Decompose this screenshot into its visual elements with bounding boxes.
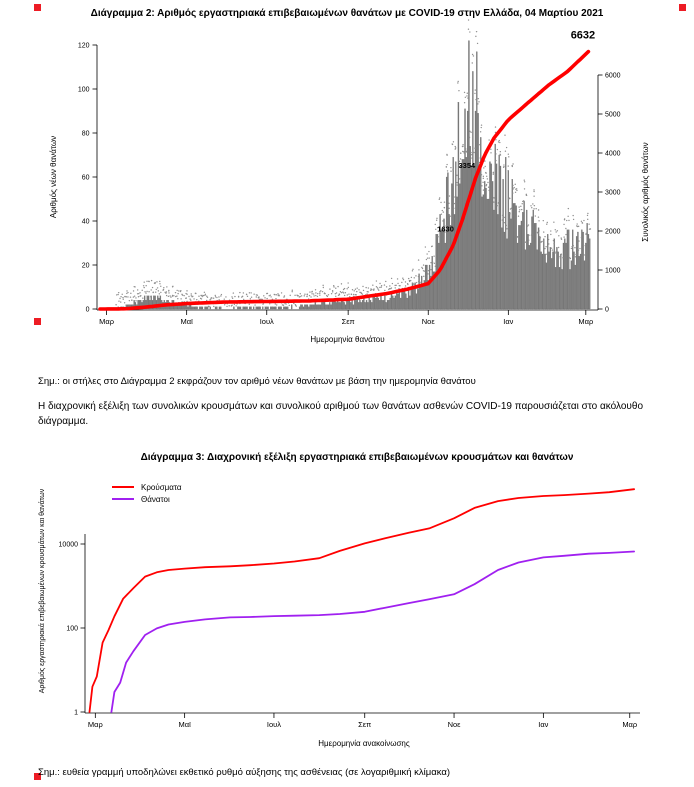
legend-label-cases: Κρούσματα [141,482,182,492]
svg-text:3000: 3000 [605,189,621,196]
figure2-plot: 0 20 40 60 80 100 120 0 1000 2000 3000 4000 5000 6000… [49,19,650,344]
figure2-bar-markers [115,19,592,308]
svg-text:Μαρ: Μαρ [88,720,103,729]
legend-row-deaths: Θάνατοι [112,493,182,505]
figure3-axis-labels: 1 100 10000 Μαρ Μαϊ Ιουλ Σεπ Νοε Ιαν Μαρ Αριθμός ε… [38,488,637,748]
svg-text:0: 0 [86,306,90,313]
svg-text:1000: 1000 [605,267,621,274]
svg-text:Σεπ: Σεπ [358,720,371,729]
figure3-xlabel: Ημερομηνία ανακοίνωσης [318,739,410,748]
figure3-title: Διάγραμμα 3: Διαχρονική εξέλιξη εργαστηρ… [140,452,574,463]
svg-text:0: 0 [605,306,609,313]
cases-line-swatch [112,486,134,488]
figure3-ylabel: Αριθμός εργαστηριακά επιβεβαιωμένων κρου… [38,488,46,693]
figure2-cumulative-line [98,49,591,311]
figure2-bars [117,40,591,310]
svg-text:Ιουλ: Ιουλ [260,317,274,326]
legend-row-cases: Κρούσματα [112,481,182,493]
svg-text:Ιουλ: Ιουλ [267,720,281,729]
figure3-note: Σημ.: ευθεία γραμμή υποδηλώνει εκθετικό … [38,767,451,778]
figure2-ylabel-left: Αριθμός νέων θανάτων [49,136,58,218]
figure3-plot: 1 100 10000 Μαρ Μαϊ Ιουλ Σεπ Νοε Ιαν Μαρ Αριθμός ε… [38,488,640,748]
figure2-note: Σημ.: οι στήλες στο Διάγραμμα 2 εκφράζου… [38,376,476,387]
svg-text:Μαϊ: Μαϊ [179,720,192,729]
figure2-annotation-6632: 6632 [571,29,595,41]
svg-text:Νοε: Νοε [448,720,462,729]
body-paragraph: Η διαχρονική εξέλιξη των συνολικών κρουσ… [38,401,643,427]
svg-text:Μαρ: Μαρ [578,317,593,326]
svg-text:120: 120 [78,42,90,49]
figure2-xlabel: Ημερομηνία θανάτου [310,335,384,344]
svg-text:100: 100 [78,86,90,93]
svg-text:1: 1 [74,709,78,716]
svg-text:100: 100 [66,625,78,632]
figure2-axis-labels: 0 20 40 60 80 100 120 0 1000 2000 3000 4000 5000 6000… [49,42,650,344]
svg-text:Ιαν: Ιαν [538,720,548,729]
figure2-annotation-3354: 3354 [459,161,477,170]
svg-text:Μαρ: Μαρ [99,317,114,326]
svg-text:40: 40 [82,218,90,225]
figure3-legend: Κρούσματα Θάνατοι [112,481,182,505]
red-marker-top-left [34,4,41,11]
svg-text:4000: 4000 [605,150,621,157]
figure3-deaths-line [110,550,635,713]
figure2-axes [92,44,603,315]
red-marker-bottom-left [34,773,41,780]
svg-text:Μαρ: Μαρ [622,720,637,729]
figure2-annotation-1630: 1630 [437,224,454,233]
figure2-title: Διάγραμμα 2: Αριθμός εργαστηριακά επιβεβ… [90,8,604,19]
svg-text:6000: 6000 [605,72,621,79]
svg-text:Νοε: Νοε [422,317,436,326]
svg-text:Σεπ: Σεπ [342,317,355,326]
svg-text:5000: 5000 [605,111,621,118]
figure3-cases-line [88,488,635,713]
figure2-ylabel-right: Συνολικός αριθμός θανάτων [641,142,650,241]
svg-text:2000: 2000 [605,228,621,235]
red-marker-top-right [679,4,686,11]
svg-text:Μαϊ: Μαϊ [181,317,194,326]
svg-text:60: 60 [82,174,90,181]
svg-text:80: 80 [82,130,90,137]
legend-label-deaths: Θάνατοι [141,494,170,504]
svg-text:Ιαν: Ιαν [503,317,513,326]
deaths-line-swatch [112,498,134,500]
figure3-axes [80,534,640,718]
svg-text:10000: 10000 [59,541,79,548]
red-marker-mid-left [34,318,41,325]
svg-text:20: 20 [82,262,90,269]
